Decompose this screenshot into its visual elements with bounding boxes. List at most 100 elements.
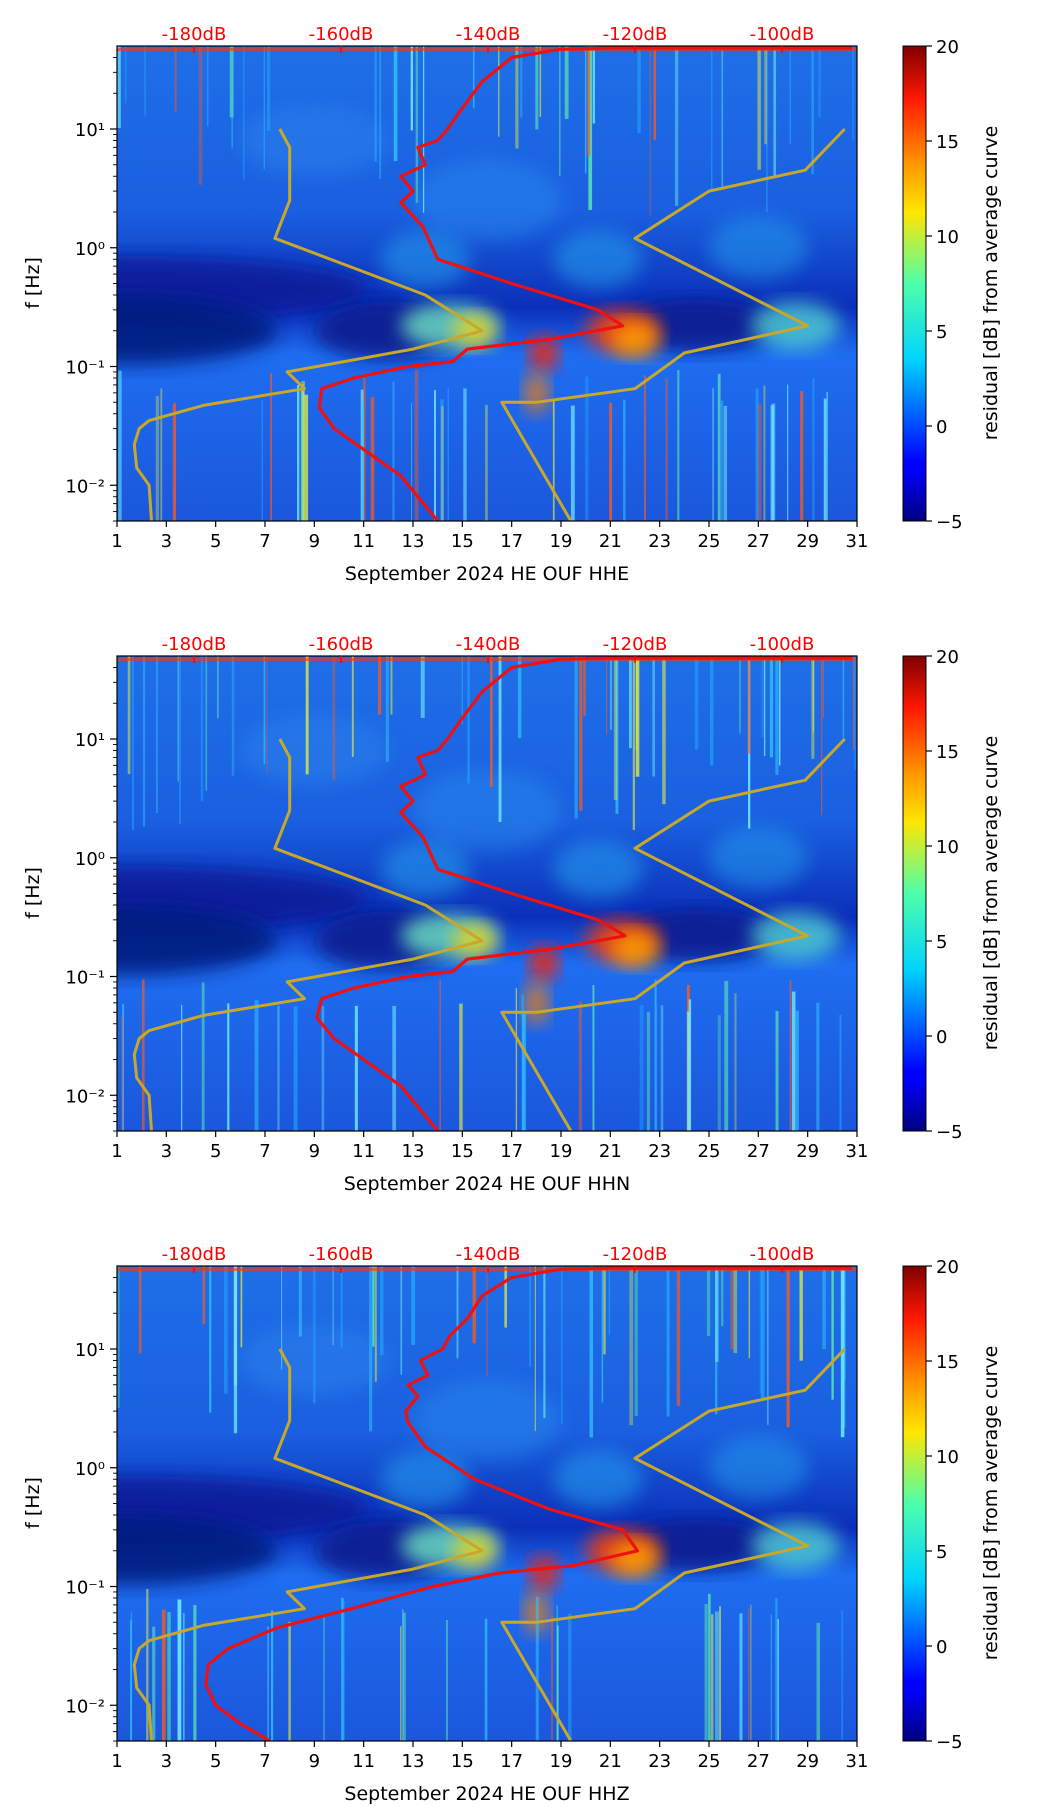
heatmap-stripes (117, 46, 857, 521)
x-tick-label: 31 (846, 531, 869, 552)
top-tick-label: -140dB (456, 634, 521, 655)
panel-hhz: 1 3 5 7 9 11 13 15 17 19 21 23 25 27 29 31 10⁻²10⁻¹10⁰1… (22, 1244, 1002, 1805)
y-tick-label: 10⁻¹ (65, 968, 105, 989)
heatmap-background (117, 656, 857, 1131)
colorbar-tick-label: 10 (936, 837, 959, 858)
x-tick-label: 9 (309, 1141, 320, 1162)
x-axis-ticks: 1 3 5 7 9 11 13 15 17 19 21 23 25 27 29 31 (111, 521, 868, 552)
x-tick-label: 27 (747, 1141, 770, 1162)
top-tick-label: -180dB (162, 634, 227, 655)
colorbar-label: residual [dB] from average curve (980, 736, 1002, 1051)
panel-hhe: 1 3 5 7 9 11 13 15 17 19 21 23 25 27 29 31 10⁻²10⁻¹10⁰1… (22, 24, 1002, 585)
y-tick-label: 10⁻² (65, 1086, 105, 1107)
x-axis-label: September 2024 HE OUF HHN (344, 1173, 630, 1195)
colorbar-tick-label: 20 (936, 647, 959, 668)
x-tick-label: 3 (161, 531, 172, 552)
x-tick-label: 9 (309, 531, 320, 552)
x-tick-label: 17 (500, 1751, 523, 1772)
colorbar-tick-label: 0 (936, 1027, 947, 1048)
y-axis-label: f [Hz] (22, 867, 44, 919)
y-tick-label: 10⁻² (65, 1696, 105, 1717)
y-tick-label: 10⁰ (75, 239, 105, 260)
x-tick-label: 21 (599, 1751, 622, 1772)
colorbar-tick-label: 15 (936, 742, 959, 763)
heatmap-background (117, 1266, 857, 1741)
x-tick-label: 3 (161, 1751, 172, 1772)
x-tick-label: 13 (402, 1141, 425, 1162)
x-tick-label: 15 (451, 1751, 474, 1772)
colorbar-tick-label: −5 (936, 1732, 963, 1753)
colorbar-gradient (902, 45, 927, 522)
x-tick-label: 1 (111, 531, 122, 552)
colorbar-tick-label: 10 (936, 1447, 959, 1468)
y-tick-label: 10⁻¹ (65, 358, 105, 379)
colorbar-tick-label: 20 (936, 1257, 959, 1278)
y-tick-label: 10⁰ (75, 1459, 105, 1480)
x-axis-ticks: 1 3 5 7 9 11 13 15 17 19 21 23 25 27 29 31 (111, 1741, 868, 1772)
x-tick-label: 17 (500, 531, 523, 552)
x-tick-label: 25 (698, 1751, 721, 1772)
x-tick-label: 13 (402, 531, 425, 552)
y-tick-label: 10⁰ (75, 849, 105, 870)
colorbar-tick-label: −5 (936, 512, 963, 533)
x-tick-label: 27 (747, 531, 770, 552)
top-tick-label: -160dB (309, 1244, 374, 1265)
colorbar-ticks: 20 15 10 5 0 −5 (926, 37, 963, 533)
x-axis-label: September 2024 HE OUF HHE (345, 563, 629, 585)
top-tick-label: -100dB (750, 1244, 815, 1265)
model-noise-curve (317, 46, 853, 521)
panel-hhn: 1 3 5 7 9 11 13 15 17 19 21 23 25 27 29 31 10⁻²10⁻¹10⁰1… (22, 634, 1002, 1195)
colorbar-tick-label: 5 (936, 932, 947, 953)
x-tick-label: 5 (210, 531, 221, 552)
x-tick-label: 7 (259, 531, 270, 552)
top-axis-ticks: -180dB -160dB -140dB -120dB -100dB (162, 634, 814, 663)
x-tick-label: 11 (352, 531, 375, 552)
x-tick-label: 25 (698, 1141, 721, 1162)
x-tick-label: 15 (451, 1141, 474, 1162)
noise-bound-curve (500, 1347, 846, 1741)
colorbar-tick-label: 20 (936, 37, 959, 58)
x-tick-label: 23 (648, 531, 671, 552)
top-tick-label: -120dB (603, 634, 668, 655)
x-tick-label: 5 (210, 1141, 221, 1162)
x-tick-label: 1 (111, 1141, 122, 1162)
y-axis-label: f [Hz] (22, 1477, 44, 1529)
colorbar-ticks: 20 15 10 5 0 −5 (926, 647, 963, 1143)
x-tick-label: 3 (161, 1141, 172, 1162)
x-tick-label: 23 (648, 1141, 671, 1162)
y-tick-label: 10¹ (75, 120, 105, 141)
colorbar-tick-label: 15 (936, 1352, 959, 1373)
top-axis-ticks: -180dB -160dB -140dB -120dB -100dB (162, 24, 815, 53)
x-tick-label: 11 (352, 1751, 375, 1772)
x-tick-label: 15 (451, 531, 474, 552)
top-tick-label: -180dB (162, 1244, 227, 1265)
x-tick-label: 19 (550, 1751, 573, 1772)
model-noise-curve (204, 1266, 853, 1741)
colorbar-tick-label: 10 (936, 227, 959, 248)
colorbar-tick-label: 0 (936, 1637, 947, 1658)
top-tick-label: -100dB (750, 24, 815, 45)
noise-bound-curve (132, 738, 484, 1131)
heatmap-texture (117, 1325, 840, 1635)
colorbar-label: residual [dB] from average curve (980, 1346, 1002, 1661)
y-tick-label: 10⁻¹ (65, 1578, 105, 1599)
noise-bound-curve (132, 128, 484, 521)
x-tick-label: 29 (796, 1141, 819, 1162)
colorbar-tick-label: 0 (936, 417, 947, 438)
colorbar-tick-label: 5 (936, 322, 947, 343)
heatmap-stripes (117, 1266, 857, 1741)
x-tick-label: 9 (309, 1751, 320, 1772)
heatmap-background (117, 46, 857, 521)
x-tick-label: 29 (796, 531, 819, 552)
overlay-curves (132, 1266, 853, 1741)
heatmap-stripes (117, 656, 857, 1131)
overlay-curves (132, 46, 853, 521)
x-tick-label: 23 (648, 1751, 671, 1772)
colorbar-tick-label: −5 (936, 1122, 963, 1143)
top-tick-label: -120dB (603, 1244, 668, 1265)
x-tick-label: 1 (111, 1751, 122, 1772)
overlay-curves (132, 656, 853, 1131)
colorbar-tick-label: 15 (936, 132, 959, 153)
noise-bound-curve (500, 127, 846, 521)
